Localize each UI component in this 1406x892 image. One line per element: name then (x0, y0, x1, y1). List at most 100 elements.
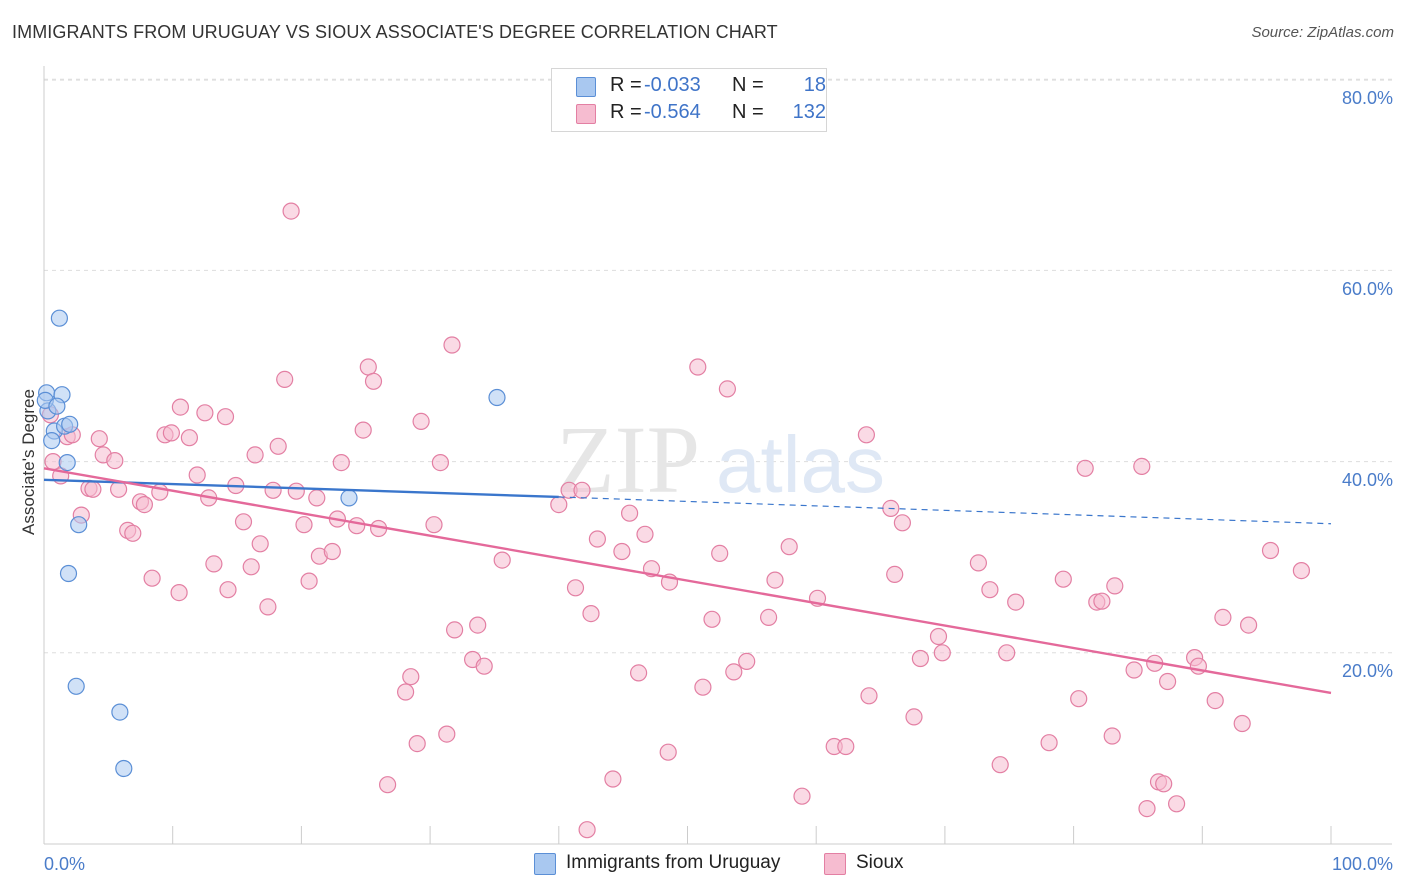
uruguay-point (43, 432, 61, 450)
trend-lines (43, 467, 1332, 695)
sioux-swatch (576, 104, 596, 124)
sioux-point (308, 489, 326, 507)
n-label: N = (732, 101, 764, 123)
sioux-point (323, 542, 341, 561)
sioux-point (1125, 661, 1143, 679)
legend-label: Sioux (856, 852, 904, 873)
sioux-point (196, 404, 214, 422)
sioux-point (188, 466, 206, 484)
sioux-point (1206, 691, 1224, 710)
legend-label: Immigrants from Uruguay (566, 852, 781, 873)
x-tick-marks (43, 826, 1332, 844)
sioux-point (969, 554, 988, 572)
sioux-point (251, 535, 269, 553)
sioux-point (282, 202, 300, 220)
sioux-point (793, 787, 811, 805)
y-tick-labels: 20.0% 40.0% 60.0% 80.0% (1342, 88, 1393, 681)
uruguay-point (50, 309, 69, 327)
sioux-point (332, 454, 350, 472)
uruguay-point (111, 703, 129, 721)
sioux-point (106, 452, 124, 470)
sioux-point (738, 652, 756, 671)
y-tick-label: 20.0% (1342, 661, 1393, 681)
sioux-point (402, 668, 420, 686)
sioux-point (44, 453, 62, 471)
sioux-point (408, 734, 426, 753)
uruguay-points (36, 309, 506, 778)
n-value: 132 (792, 101, 826, 123)
sioux-point (1093, 592, 1111, 610)
sioux-point (929, 627, 948, 646)
sioux-trend-line (43, 467, 1332, 695)
sioux-point (412, 412, 430, 430)
axes (43, 66, 1392, 845)
r-value: -0.564 (644, 101, 701, 123)
sioux-point (636, 525, 654, 543)
sioux-point (1155, 775, 1173, 793)
sioux-point (886, 565, 904, 584)
sioux-point (219, 581, 237, 599)
sioux-point (588, 530, 607, 548)
sioux-point (1103, 727, 1121, 745)
uruguay-swatch (534, 853, 556, 875)
sioux-point (259, 598, 277, 616)
source-note: Source: ZipAtlas.com (1251, 24, 1394, 41)
uruguay-point (488, 388, 506, 407)
sioux-point (90, 430, 108, 448)
sioux-point (242, 558, 260, 576)
sioux-point (348, 517, 366, 535)
sioux-point (566, 579, 585, 597)
sioux-point (264, 481, 282, 499)
sioux-point (1133, 457, 1151, 475)
sioux-point (1239, 616, 1258, 634)
sioux-point (1261, 541, 1280, 560)
sioux-point (613, 542, 631, 561)
y-tick-label: 60.0% (1342, 279, 1393, 299)
sioux-point (573, 481, 591, 499)
sioux-point (759, 608, 778, 627)
uruguay-point (115, 759, 133, 778)
uruguay-point (340, 489, 358, 507)
sioux-point (300, 572, 318, 590)
sioux-point (171, 398, 189, 416)
sioux-point (689, 358, 707, 376)
sioux-point (837, 737, 855, 756)
sioux-point (109, 480, 128, 498)
sioux-point (1040, 734, 1058, 752)
sioux-point (582, 604, 600, 623)
uruguay-point (70, 516, 88, 534)
sioux-point (135, 496, 153, 514)
sioux-point (1007, 593, 1025, 611)
sioux-point (397, 683, 415, 701)
x-tick-label-min: 0.0% (44, 854, 85, 874)
uruguay-point (61, 415, 79, 433)
sioux-point (1233, 714, 1251, 733)
uruguay-point (59, 564, 78, 583)
uruguay-point (67, 677, 85, 695)
sioux-point (629, 664, 648, 682)
sioux-point (860, 687, 878, 705)
sioux-point (234, 513, 253, 531)
sioux-point (269, 437, 287, 455)
sioux-point (1106, 577, 1124, 595)
sioux-point (998, 644, 1016, 662)
sioux-point (287, 482, 305, 500)
sioux-point (431, 454, 449, 472)
sioux-point (991, 756, 1009, 774)
sioux-point (438, 725, 456, 743)
stats-legend: R = -0.033 N = 18 R = -0.564 N = 132 (551, 68, 827, 132)
x-tick-label-max: 100.0% (1332, 854, 1393, 874)
sioux-point (216, 408, 235, 426)
sioux-point (143, 569, 161, 587)
n-value: 18 (803, 74, 826, 96)
sioux-point (550, 496, 568, 514)
sioux-point (981, 581, 999, 599)
sioux-point (170, 583, 188, 602)
sioux-point (180, 429, 198, 447)
sioux-point (84, 480, 102, 498)
sioux-point (469, 616, 487, 634)
sioux-point (359, 358, 377, 376)
sioux-point (620, 504, 639, 522)
sioux-point (659, 743, 677, 761)
